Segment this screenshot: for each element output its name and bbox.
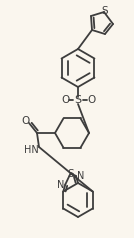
Text: N: N xyxy=(57,179,64,189)
Text: S: S xyxy=(102,6,108,16)
Text: O: O xyxy=(61,95,69,105)
Text: O: O xyxy=(21,116,29,126)
Text: HN: HN xyxy=(24,145,38,155)
Text: O: O xyxy=(87,95,95,105)
Text: S: S xyxy=(75,95,82,105)
Text: N: N xyxy=(77,171,85,181)
Text: S: S xyxy=(67,169,74,179)
